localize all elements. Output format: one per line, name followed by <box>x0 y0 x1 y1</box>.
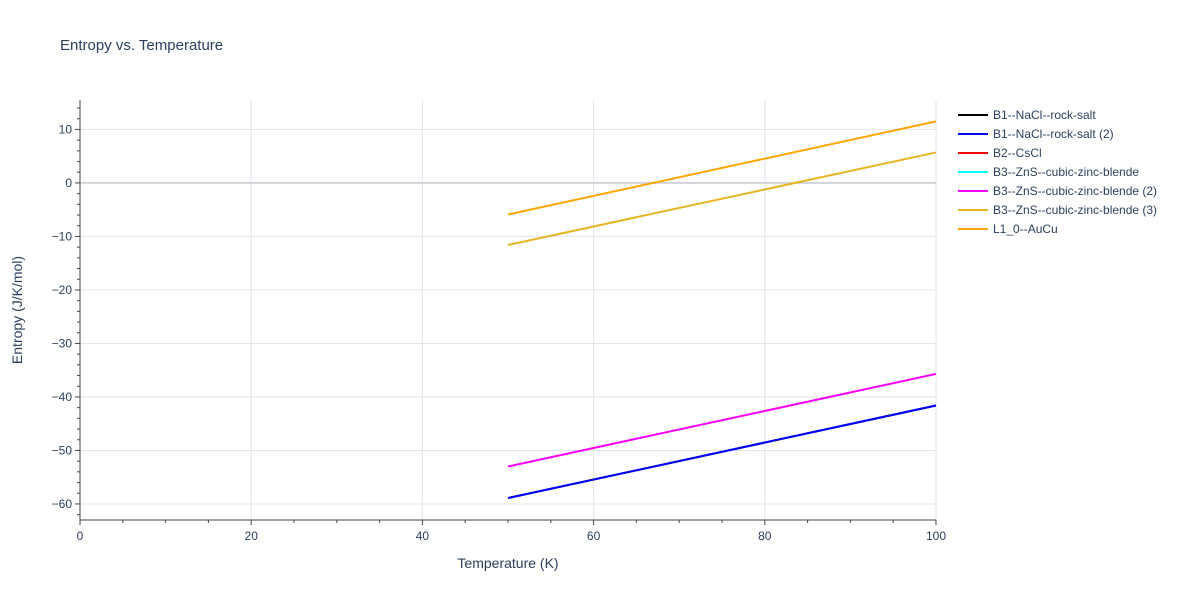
y-tick-label: −40 <box>52 390 73 404</box>
legend-label: B3--ZnS--cubic-zinc-blende (3) <box>993 203 1157 217</box>
x-tick-label: 80 <box>758 529 772 543</box>
y-tick-label: −20 <box>52 283 73 297</box>
series-layer <box>507 120 937 500</box>
y-tick-label: 0 <box>65 176 72 190</box>
axis-layer: 0 20 40 60 80 100 −60 −50 −40 −30 −20 −10 0 10 <box>52 100 946 543</box>
legend-label: B3--ZnS--cubic-zinc-blende (2) <box>993 184 1157 198</box>
legend: B1--NaCl--rock-salt B1--NaCl--rock-salt (… <box>958 108 1157 236</box>
x-tick-label: 100 <box>926 529 946 543</box>
x-tick-label: 0 <box>77 529 84 543</box>
y-axis-title: Entropy (J/K/mol) <box>9 256 25 364</box>
x-tick-label: 60 <box>587 529 601 543</box>
legend-label: B2--CsCl <box>993 146 1042 160</box>
legend-label: B1--NaCl--rock-salt <box>993 108 1096 122</box>
series-line <box>507 120 937 216</box>
y-tick-label: 10 <box>59 122 73 136</box>
series-line <box>507 404 937 500</box>
y-tick-label: −50 <box>52 443 73 457</box>
legend-label: B1--NaCl--rock-salt (2) <box>993 127 1114 141</box>
chart-title: Entropy vs. Temperature <box>60 37 223 54</box>
legend-label: L1_0--AuCu <box>993 222 1058 236</box>
y-tick-label: −60 <box>52 497 73 511</box>
series-line <box>507 151 937 246</box>
grid-layer <box>80 100 937 520</box>
legend-label: B3--ZnS--cubic-zinc-blende <box>993 165 1139 179</box>
x-axis-title: Temperature (K) <box>457 555 558 571</box>
y-tick-label: −10 <box>52 229 73 243</box>
series-line <box>507 372 937 468</box>
y-tick-label: −30 <box>52 336 73 350</box>
x-tick-label: 40 <box>416 529 430 543</box>
x-tick-label: 20 <box>245 529 259 543</box>
